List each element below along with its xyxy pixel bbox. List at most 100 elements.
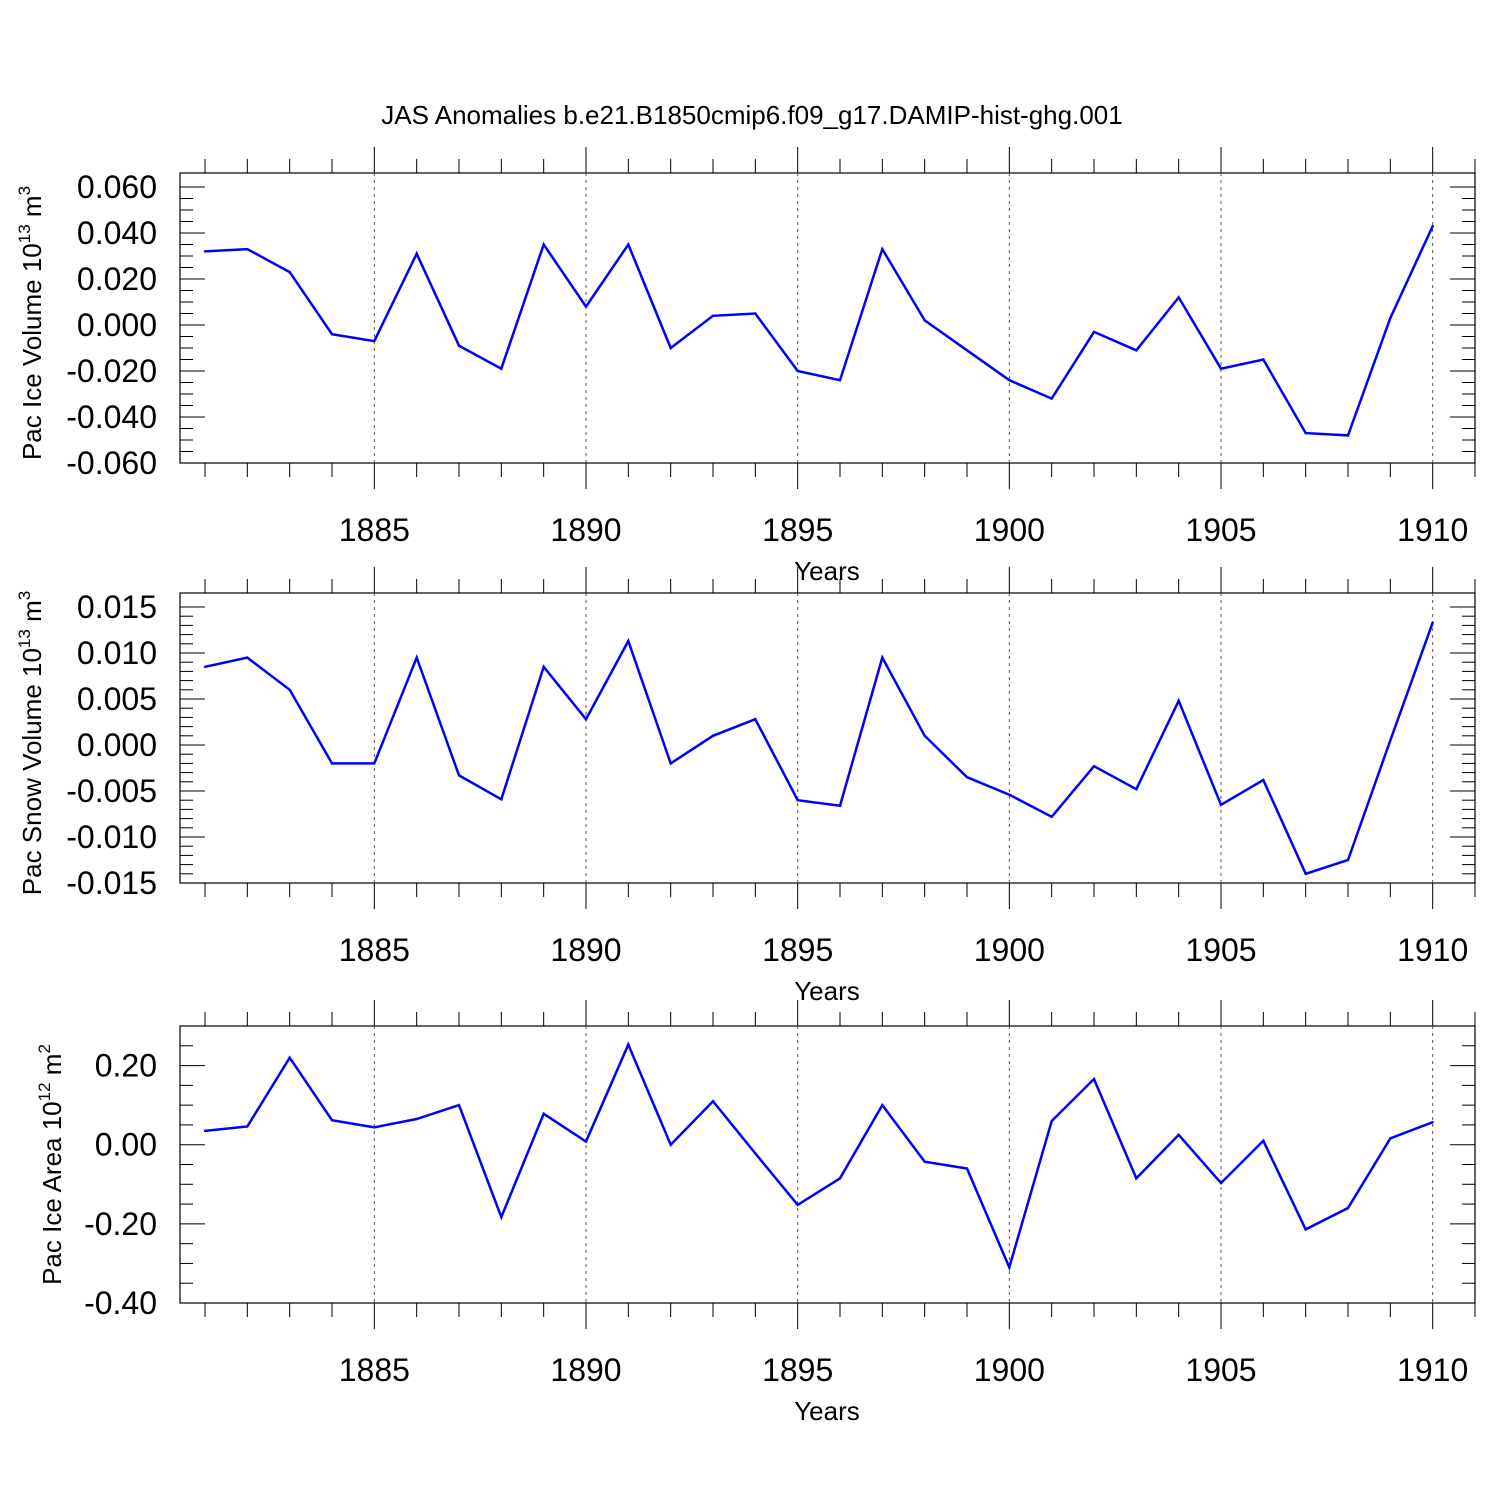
data-point (288, 270, 291, 274)
data-point (203, 250, 207, 253)
data-point (965, 776, 969, 779)
data-point (330, 333, 334, 336)
x-tick-label: 1890 (550, 1352, 621, 1388)
data-point (373, 1126, 376, 1129)
data-point (1389, 316, 1392, 320)
x-tick-label: 1905 (1185, 1352, 1256, 1388)
series-line (204, 622, 1434, 876)
data-point (1177, 1133, 1180, 1137)
y-axis-label: Pac Ice Area 1012 m2 (35, 1044, 67, 1285)
data-point (711, 734, 715, 737)
x-tick-label: 1900 (974, 932, 1045, 968)
y-tick-label: 0.040 (77, 215, 157, 251)
data-point (923, 734, 926, 737)
data-point (1262, 358, 1265, 361)
data-point (923, 319, 926, 322)
y-tick-label: -0.005 (66, 773, 157, 809)
x-tick-label: 1895 (762, 932, 833, 968)
plot-frame (179, 1025, 1476, 1304)
data-point (1050, 1119, 1053, 1123)
y-tick-label: -0.020 (66, 353, 157, 389)
data-point (1262, 1139, 1265, 1142)
x-tick-label: 1910 (1397, 1352, 1468, 1388)
data-point (627, 639, 630, 643)
data-point (1304, 1228, 1307, 1231)
panel-3: -0.40 -0.20 0.00 0.20 1885 1890 1895 1900 1905 19… (35, 1000, 1476, 1426)
data-point (796, 1203, 799, 1207)
y-axis-label: Pac Ice Volume 1013 m3 (15, 186, 47, 460)
data-point (1219, 367, 1223, 370)
data-point (881, 247, 884, 251)
data-point (1219, 803, 1223, 806)
y-axis-label-part: 13 (15, 629, 34, 648)
x-tick-label: 1900 (974, 512, 1045, 548)
data-point (754, 718, 757, 721)
data-point (288, 1056, 291, 1059)
data-point (1008, 1266, 1011, 1269)
data-point (584, 1140, 588, 1143)
x-tick-label: 1885 (339, 512, 410, 548)
data-point (796, 369, 799, 373)
x-tick-label: 1895 (762, 1352, 833, 1388)
data-point (1092, 330, 1096, 334)
data-point (1177, 296, 1180, 299)
x-tick-label: 1900 (974, 1352, 1045, 1388)
x-tick-label: 1895 (762, 512, 833, 548)
y-tick-label: -0.010 (66, 819, 157, 855)
data-point (838, 1177, 842, 1180)
data-point (500, 798, 503, 801)
data-point (246, 1125, 249, 1128)
data-point (288, 688, 291, 691)
data-point (669, 1143, 672, 1146)
x-tick-label: 1885 (339, 932, 410, 968)
x-tick-label: 1885 (339, 1352, 410, 1388)
panel-1: -0.060 -0.040 -0.020 0.000 0.020 0.040 0.060 18… (15, 147, 1476, 586)
data-point (457, 774, 461, 777)
x-tick-label: 1905 (1185, 932, 1256, 968)
data-point (373, 762, 376, 765)
data-point (1431, 1120, 1434, 1124)
y-axis-label-part: 2 (35, 1044, 54, 1053)
data-point (203, 1129, 207, 1133)
data-point (1389, 739, 1392, 742)
y-axis-label-part: 12 (35, 1082, 54, 1101)
chart-title: JAS Anomalies b.e21.B1850cmip6.f09_g17.D… (381, 100, 1122, 130)
data-point (1008, 379, 1011, 382)
data-point (1304, 872, 1307, 875)
data-point (584, 305, 588, 308)
data-point (838, 379, 842, 382)
y-tick-label: -0.040 (66, 399, 157, 435)
data-point (1092, 764, 1096, 768)
data-point (669, 762, 672, 765)
data-point (754, 312, 757, 315)
data-point (373, 339, 376, 343)
data-point (542, 665, 545, 668)
data-point (1431, 621, 1434, 624)
data-point (415, 1117, 418, 1121)
series-line (204, 1041, 1434, 1272)
data-point (965, 1167, 969, 1170)
y-axis-label-part: Pac Ice Volume 10 (17, 243, 47, 460)
data-point (669, 346, 672, 350)
y-axis-label-part: m (17, 195, 47, 224)
data-point (627, 243, 630, 246)
y-tick-label: 0.015 (77, 589, 157, 625)
y-axis-label-part: 13 (15, 224, 34, 243)
y-tick-label: 0.005 (77, 681, 157, 717)
y-tick-label: -0.20 (84, 1206, 157, 1242)
data-point (1219, 1181, 1223, 1185)
y-axis-label-part: m (17, 600, 47, 629)
data-point (1177, 699, 1180, 703)
data-point (1389, 1137, 1392, 1140)
data-point (1262, 778, 1265, 782)
y-tick-label: 0.020 (77, 261, 157, 297)
y-tick-label: 0.20 (95, 1048, 157, 1084)
data-point (330, 762, 334, 765)
data-point (457, 344, 461, 347)
plot-frame (179, 592, 1476, 884)
x-tick-label: 1910 (1397, 512, 1468, 548)
data-point (203, 665, 207, 668)
y-axis-label: Pac Snow Volume 1013 m3 (15, 591, 47, 895)
